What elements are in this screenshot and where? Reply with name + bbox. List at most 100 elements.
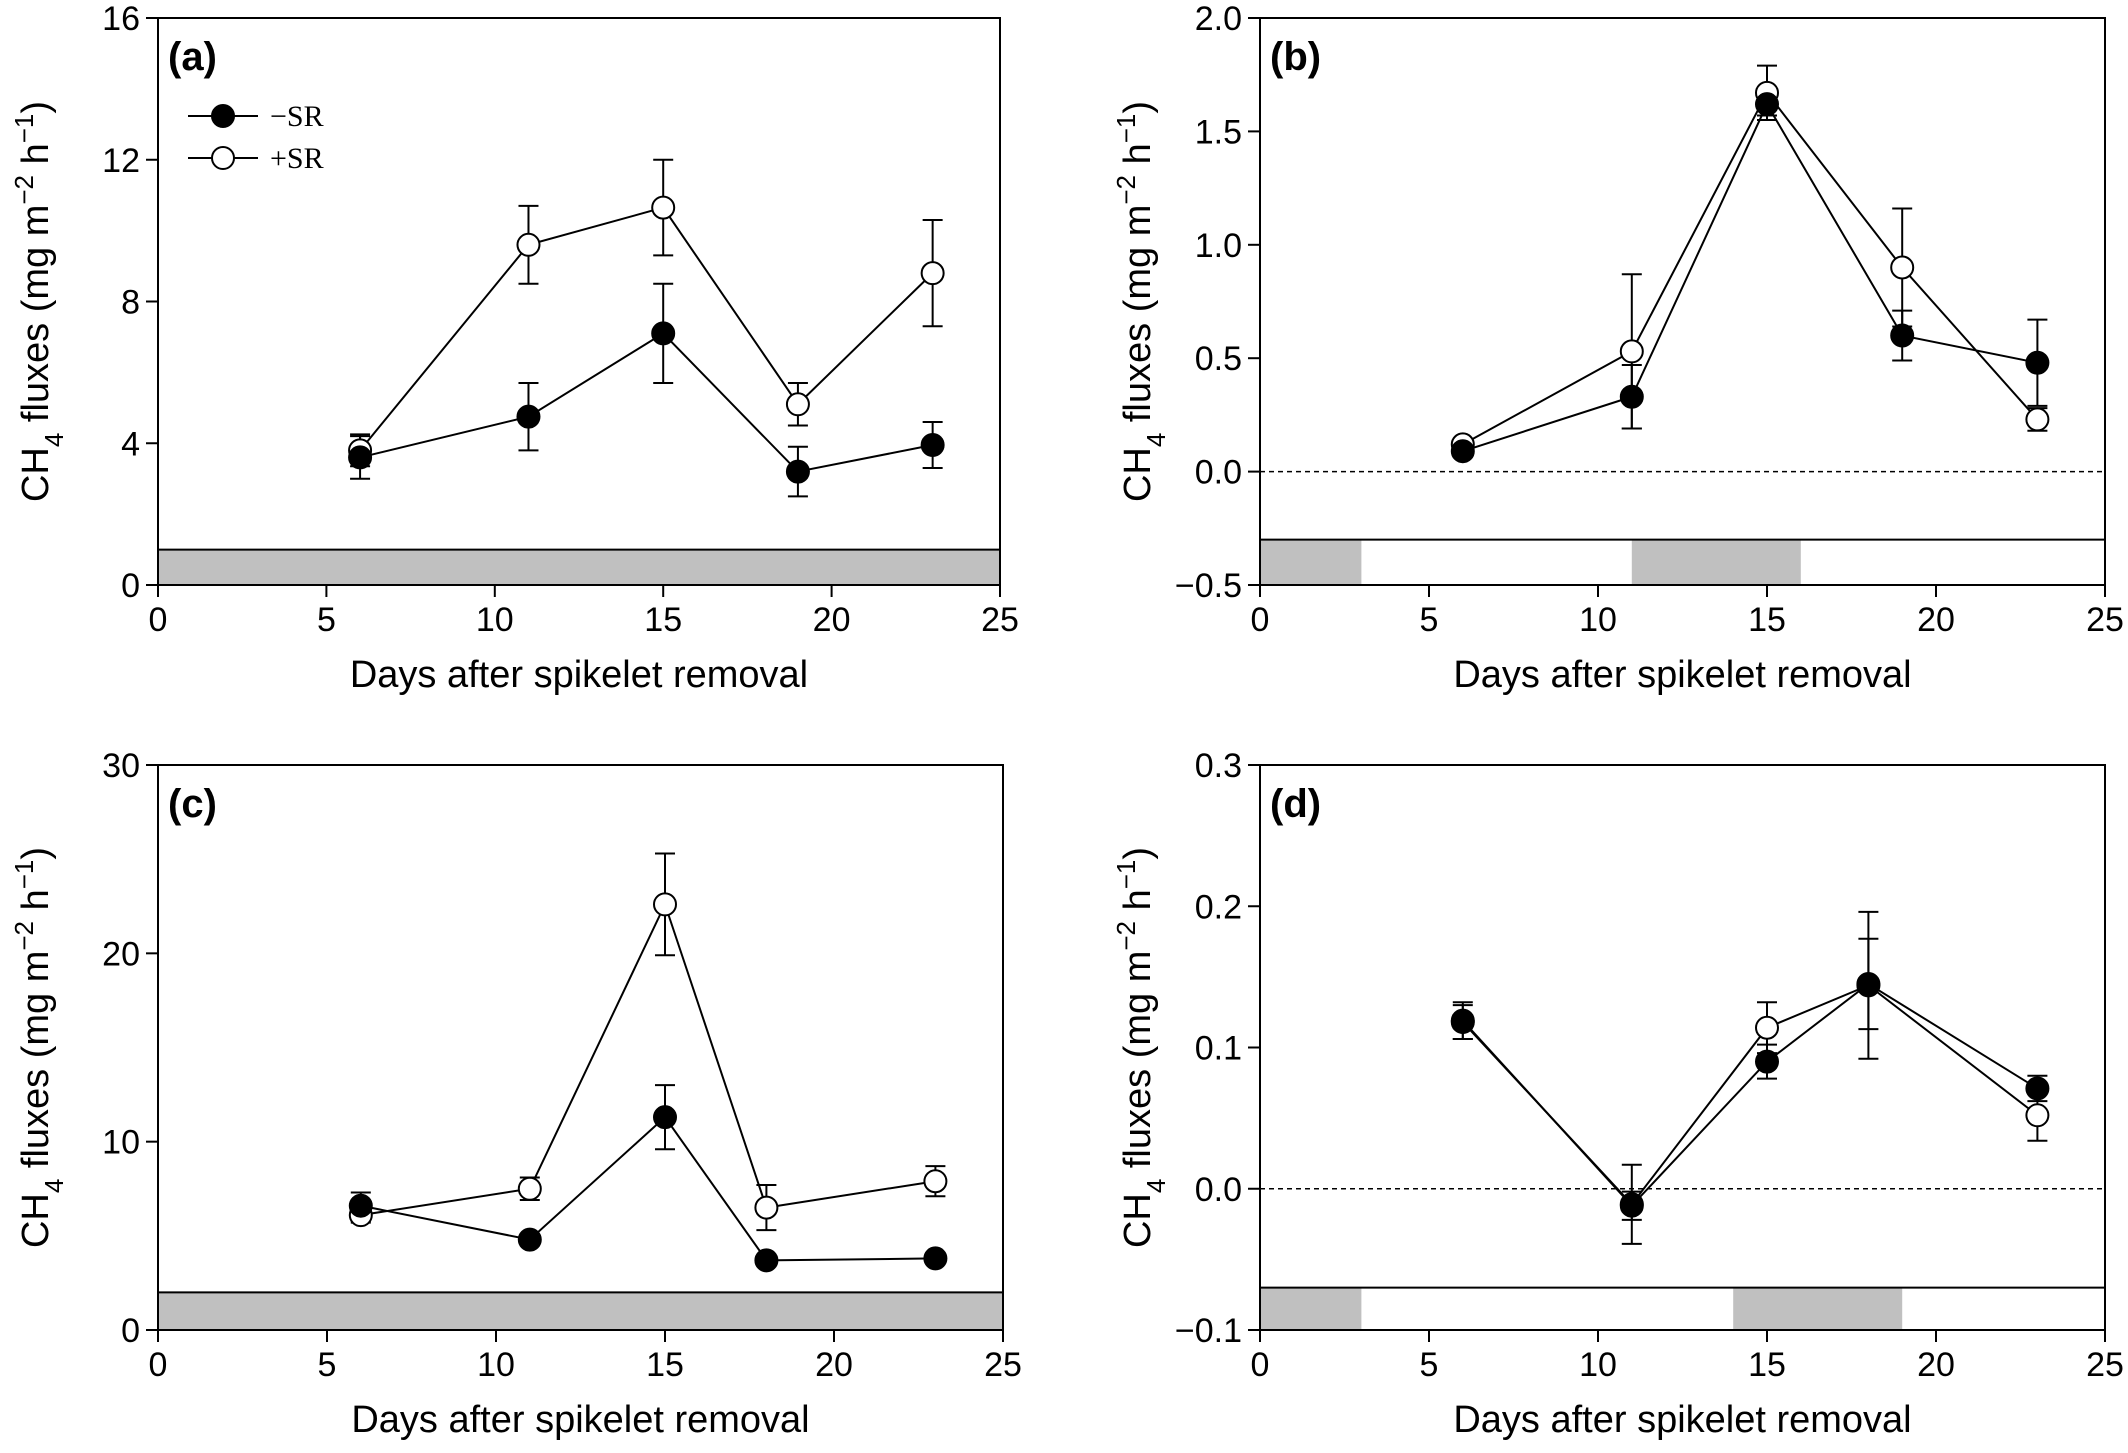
panel-b: 0 5 10 15 20 25 −0.5 0.0 0.5 1.0 1.5 2.0 Days after … [1111, 0, 2124, 696]
y-tick-label: 0.0 [1195, 454, 1242, 492]
y-axis-label: CH4 fluxes (mg m−2 h−1) [1111, 101, 1171, 502]
data-point-open [2025, 1103, 2050, 1128]
x-tick-label: 25 [984, 1346, 1022, 1384]
x-tick-label: 15 [644, 601, 682, 639]
x-axis-label: Days after spikelet removal [1453, 1399, 1911, 1441]
x-tick-label: 25 [981, 601, 1019, 639]
data-point-open [1890, 255, 1915, 280]
y-tick-label: 0.3 [1195, 747, 1242, 785]
data-point-open [1619, 339, 1644, 364]
data-point-open [516, 232, 541, 257]
x-tick-label: 10 [1579, 601, 1617, 639]
x-tick-label: 0 [1251, 1346, 1270, 1384]
x-tick-label: 0 [149, 1346, 168, 1384]
x-axis-label: Days after spikelet removal [351, 1399, 809, 1441]
plot-frame [1259, 764, 2106, 1331]
y-tick-label: 0 [121, 1312, 140, 1350]
x-axis-label: Days after spikelet removal [350, 654, 808, 696]
data-point-open [653, 892, 677, 917]
series-line-open [359, 206, 934, 451]
legend-marker-filled [211, 104, 235, 128]
data-point-filled [1450, 439, 1475, 464]
data-point-open [517, 1176, 542, 1201]
series-line-open [1462, 984, 2039, 1206]
data-point-filled [516, 404, 541, 429]
x-tick-label: 20 [815, 1346, 853, 1384]
x-tick-label: 25 [2086, 1346, 2124, 1384]
x-tick-label: 20 [1917, 1346, 1955, 1384]
data-point-filled [2025, 350, 2050, 375]
panel-label: (c) [168, 782, 217, 826]
data-point-filled [754, 1248, 779, 1273]
panel-a: 0 5 10 15 20 25 0 4 8 12 16 Days after spikelet rem… [9, 0, 1019, 696]
x-tick-label: 15 [1748, 1346, 1786, 1384]
data-point-filled [517, 1227, 542, 1252]
data-point-filled [1856, 971, 1881, 996]
data-point-filled [651, 321, 676, 346]
plot-frame [1259, 17, 2106, 586]
data-point-open [923, 1169, 948, 1194]
legend-label: +SR [270, 142, 324, 175]
y-tick-label: 12 [102, 142, 140, 180]
y-tick-label: 1.5 [1195, 113, 1242, 151]
data-point-filled [920, 433, 945, 458]
y-tick-label: 2.0 [1195, 0, 1242, 38]
series-line-filled [1462, 982, 2038, 1208]
x-tick-label: 10 [476, 601, 514, 639]
y-tick-label: −0.1 [1175, 1312, 1242, 1350]
x-tick-label: 0 [149, 601, 168, 639]
data-point-filled [1755, 92, 1779, 117]
x-axis-label: Days after spikelet removal [1453, 654, 1911, 696]
legend-label: −SR [270, 100, 324, 133]
y-tick-label: 10 [102, 1124, 140, 1162]
data-point-open [785, 392, 810, 417]
x-tick-label: 20 [813, 601, 851, 639]
y-axis-label: CH4 fluxes (mg m−2 h−1) [9, 847, 69, 1248]
shaded-band-0 [1260, 539, 1362, 585]
data-point-filled [923, 1246, 948, 1271]
y-tick-label: 16 [102, 0, 140, 38]
series-line-filled [1462, 102, 2038, 453]
series-line-filled [359, 332, 933, 473]
x-tick-label: 20 [1917, 601, 1955, 639]
data-point-open [920, 261, 945, 286]
data-point-filled [1450, 1008, 1475, 1033]
data-point-open [754, 1195, 779, 1220]
legend-marker-open [211, 146, 235, 170]
data-point-filled [2025, 1076, 2050, 1101]
y-axis-label: CH4 fluxes (mg m−2 h−1) [1111, 847, 1171, 1248]
data-point-filled [1755, 1049, 1779, 1074]
data-point-filled [1890, 323, 1915, 348]
data-point-filled [1619, 1193, 1644, 1218]
x-tick-label: 5 [1420, 1346, 1439, 1384]
panel-label: (d) [1270, 782, 1321, 826]
y-tick-label: 0.5 [1195, 340, 1242, 378]
series-line-open [360, 901, 936, 1217]
data-point-filled [1619, 384, 1644, 409]
y-tick-label: 0.2 [1195, 888, 1242, 926]
x-tick-label: 15 [646, 1346, 684, 1384]
data-point-filled [653, 1105, 677, 1130]
y-axis-label: CH4 fluxes (mg m−2 h−1) [9, 101, 69, 502]
y-tick-label: 1.0 [1195, 227, 1242, 265]
y-tick-label: 0.1 [1195, 1030, 1242, 1068]
x-tick-label: 25 [2086, 601, 2124, 639]
series-line-open [1462, 90, 2039, 446]
data-point-open [651, 195, 676, 220]
x-tick-label: 5 [317, 601, 336, 639]
y-tick-label: 30 [102, 747, 140, 785]
y-tick-label: 4 [121, 425, 140, 463]
shaded-band-0 [1260, 1287, 1362, 1330]
x-tick-label: 0 [1251, 601, 1270, 639]
y-tick-label: 0.0 [1195, 1171, 1242, 1209]
panel-label: (a) [168, 35, 217, 79]
panel-c: 0 5 10 15 20 25 0 10 20 30 Days after spikelet rem… [9, 747, 1022, 1441]
x-tick-label: 10 [1579, 1346, 1617, 1384]
x-tick-label: 10 [477, 1346, 515, 1384]
plot-frame [157, 764, 1004, 1331]
data-point-open [2025, 407, 2050, 432]
shaded-band-0 [158, 549, 1000, 585]
shaded-band-1 [1733, 1287, 1903, 1330]
data-point-filled [348, 445, 373, 470]
